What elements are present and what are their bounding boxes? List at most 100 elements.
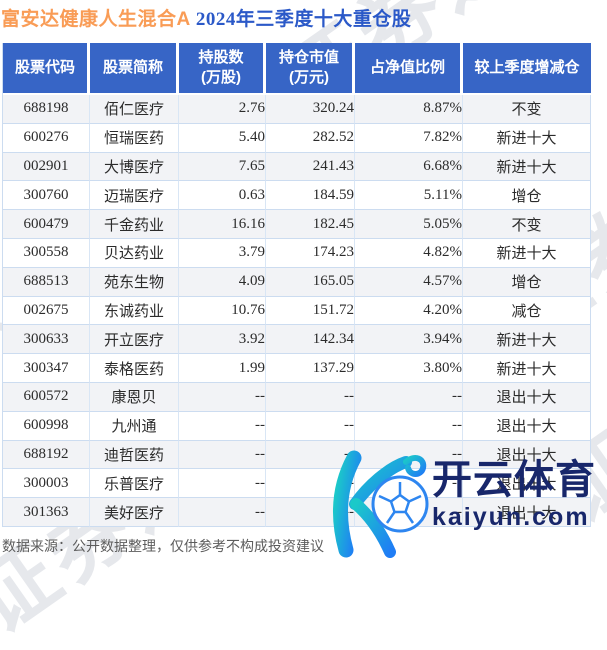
stock-name: 苑东生物 xyxy=(90,267,179,297)
market-value: 165.05 xyxy=(266,267,355,297)
table-header: 股票代码 股票简称 持股数 (万股) 持仓市值 (万元) 占净值比例 较上季度增减仓 xyxy=(3,43,591,95)
stock-name: 佰仁医疗 xyxy=(90,95,179,124)
stock-name: 贝达药业 xyxy=(90,238,179,268)
stock-code: 688198 xyxy=(3,95,90,124)
holdings-table: 股票代码 股票简称 持股数 (万股) 持仓市值 (万元) 占净值比例 较上季度增减仓 6881… xyxy=(3,43,591,527)
market-value: 320.24 xyxy=(266,95,355,124)
market-value: 182.45 xyxy=(266,210,355,239)
stock-code: 300347 xyxy=(3,354,90,383)
shares-held: 7.65 xyxy=(179,152,266,182)
stock-code: 300760 xyxy=(3,181,90,211)
market-value: 282.52 xyxy=(266,123,355,153)
position-change: 新进十大 xyxy=(463,152,591,182)
shares-held: -- xyxy=(179,411,266,441)
position-change: 新进十大 xyxy=(463,325,591,355)
shares-held: 4.09 xyxy=(179,267,266,297)
net-value-ratio: -- xyxy=(355,440,463,470)
net-value-ratio: -- xyxy=(355,469,463,499)
column-header-5: 占净值比例 xyxy=(355,43,463,95)
stock-name: 美好医疗 xyxy=(90,498,179,527)
shares-held: 5.40 xyxy=(179,123,266,153)
position-change: 新进十大 xyxy=(463,238,591,268)
position-change: 不变 xyxy=(463,210,591,239)
table-row: 300347 泰格医药 1.99 137.29 3.80% 新进十大 xyxy=(3,354,591,383)
stock-code: 300633 xyxy=(3,325,90,355)
column-header-2: 股票简称 xyxy=(90,43,179,95)
stock-name: 东诚药业 xyxy=(90,296,179,326)
position-change: 新进十大 xyxy=(463,123,591,153)
stock-name: 乐普医疗 xyxy=(90,469,179,499)
stock-name: 迈瑞医疗 xyxy=(90,181,179,211)
report-period: 2024年三季度十大重仓股 xyxy=(195,9,412,30)
stock-name: 大博医疗 xyxy=(90,152,179,182)
shares-held: -- xyxy=(179,469,266,499)
net-value-ratio: 3.80% xyxy=(355,354,463,383)
fund-name: 富安达健康人生混合A xyxy=(1,9,191,30)
table-row: 688198 佰仁医疗 2.76 320.24 8.87% 不变 xyxy=(3,95,591,124)
header-row: 股票代码 股票简称 持股数 (万股) 持仓市值 (万元) 占净值比例 较上季度增减仓 xyxy=(3,43,591,95)
net-value-ratio: 5.11% xyxy=(355,181,463,211)
market-value: 241.43 xyxy=(266,152,355,182)
position-change: 不变 xyxy=(463,95,591,124)
shares-held: 3.79 xyxy=(179,238,266,268)
table-row: 688513 苑东生物 4.09 165.05 4.57% 增仓 xyxy=(3,267,591,297)
market-value: 137.29 xyxy=(266,354,355,383)
holdings-table-container: 股票代码 股票简称 持股数 (万股) 持仓市值 (万元) 占净值比例 较上季度增减仓 6881… xyxy=(2,43,591,527)
stock-code: 600998 xyxy=(3,411,90,441)
stock-name: 千金药业 xyxy=(90,210,179,239)
table-row: 301363 美好医疗 -- -- -- 退出十大 xyxy=(3,498,591,527)
column-header-3: 持股数 (万股) xyxy=(179,43,266,95)
position-change: 新进十大 xyxy=(463,354,591,383)
table-row: 002675 东诚药业 10.76 151.72 4.20% 减仓 xyxy=(3,296,591,326)
column-header-6: 较上季度增减仓 xyxy=(463,43,591,95)
stock-code: 688513 xyxy=(3,267,90,297)
net-value-ratio: 4.57% xyxy=(355,267,463,297)
column-header-1: 股票代码 xyxy=(3,43,90,95)
net-value-ratio: 5.05% xyxy=(355,210,463,239)
table-row: 300633 开立医疗 3.92 142.34 3.94% 新进十大 xyxy=(3,325,591,355)
net-value-ratio: 6.68% xyxy=(355,152,463,182)
position-change: 增仓 xyxy=(463,267,591,297)
shares-held: -- xyxy=(179,382,266,412)
shares-held: 0.63 xyxy=(179,181,266,211)
table-row: 600276 恒瑞医药 5.40 282.52 7.82% 新进十大 xyxy=(3,123,591,153)
table-row: 600998 九州通 -- -- -- 退出十大 xyxy=(3,411,591,441)
position-change: 减仓 xyxy=(463,296,591,326)
shares-held: -- xyxy=(179,440,266,470)
stock-name: 恒瑞医药 xyxy=(90,123,179,153)
position-change: 退出十大 xyxy=(463,498,591,527)
table-row: 300003 乐普医疗 -- -- -- 退出十大 xyxy=(3,469,591,499)
stock-code: 301363 xyxy=(3,498,90,527)
shares-held: 1.99 xyxy=(179,354,266,383)
shares-held: 16.16 xyxy=(179,210,266,239)
stock-code: 300003 xyxy=(3,469,90,499)
table-row: 600479 千金药业 16.16 182.45 5.05% 不变 xyxy=(3,210,591,239)
position-change: 退出十大 xyxy=(463,382,591,412)
shares-held: 2.76 xyxy=(179,95,266,124)
market-value: -- xyxy=(266,469,355,499)
table-row: 600572 康恩贝 -- -- -- 退出十大 xyxy=(3,382,591,412)
stock-code: 600479 xyxy=(3,210,90,239)
market-value: -- xyxy=(266,382,355,412)
position-change: 退出十大 xyxy=(463,469,591,499)
market-value: 142.34 xyxy=(266,325,355,355)
table-row: 300760 迈瑞医疗 0.63 184.59 5.11% 增仓 xyxy=(3,181,591,211)
stock-name: 九州通 xyxy=(90,411,179,441)
shares-held: 10.76 xyxy=(179,296,266,326)
stock-code: 600276 xyxy=(3,123,90,153)
net-value-ratio: -- xyxy=(355,411,463,441)
table-body: 688198 佰仁医疗 2.76 320.24 8.87% 不变 600276 恒瑞医药 5.4… xyxy=(3,95,591,527)
stock-code: 002675 xyxy=(3,296,90,326)
data-source-note: 数据来源：公开数据整理，仅供参考不构成投资建议 xyxy=(2,538,324,554)
stock-name: 迪哲医药 xyxy=(90,440,179,470)
stock-code: 600572 xyxy=(3,382,90,412)
stock-code: 002901 xyxy=(3,152,90,182)
position-change: 退出十大 xyxy=(463,440,591,470)
table-row: 300558 贝达药业 3.79 174.23 4.82% 新进十大 xyxy=(3,238,591,268)
net-value-ratio: 8.87% xyxy=(355,95,463,124)
market-value: 151.72 xyxy=(266,296,355,326)
column-header-4: 持仓市值 (万元) xyxy=(266,43,355,95)
stock-name: 开立医疗 xyxy=(90,325,179,355)
net-value-ratio: 4.20% xyxy=(355,296,463,326)
market-value: -- xyxy=(266,498,355,527)
